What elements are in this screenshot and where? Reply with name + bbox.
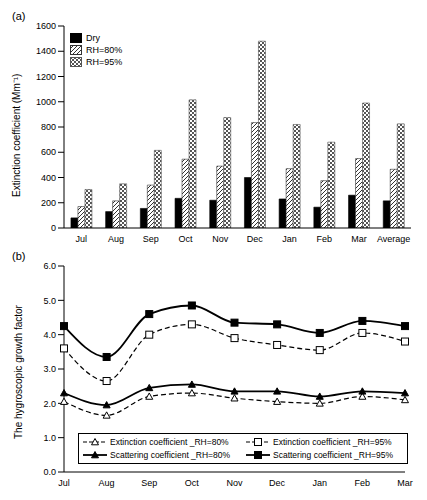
svg-text:Feb: Feb [316, 234, 332, 244]
html-text:Scattering coefficient _RH=80%: Scattering coefficient _RH=80% [110, 450, 231, 460]
svg-text:Jan: Jan [312, 478, 327, 488]
svg-text:1400: 1400 [36, 46, 56, 56]
svg-text:Dec: Dec [247, 234, 264, 244]
svg-text:0.0: 0.0 [43, 467, 56, 477]
svg-text:1.0: 1.0 [43, 433, 56, 443]
svg-text:400: 400 [41, 173, 56, 183]
svg-text:Jul: Jul [76, 234, 88, 244]
svg-text:0: 0 [51, 223, 56, 233]
html-text:Extinction coefficient _RH=80%: Extinction coefficient _RH=80% [110, 437, 229, 447]
svg-text:2.0: 2.0 [43, 399, 56, 409]
svg-text:Extinction coefficient (Mm⁻¹): Extinction coefficient (Mm⁻¹) [11, 74, 22, 197]
svg-text:Jan: Jan [282, 234, 297, 244]
svg-text:5.0: 5.0 [43, 296, 56, 306]
svg-text:1200: 1200 [36, 72, 56, 82]
html-text:Extinction coefficient _RH=95%: Extinction coefficient _RH=95% [273, 437, 392, 447]
svg-text:3.0: 3.0 [43, 364, 56, 374]
svg-text:Dec: Dec [269, 478, 286, 488]
svg-text:1600: 1600 [36, 21, 56, 31]
svg-text:The hygroscopic growth factor: The hygroscopic growth factor [13, 304, 24, 439]
svg-text:4.0: 4.0 [43, 330, 56, 340]
svg-text:Mar: Mar [351, 234, 367, 244]
svg-text:Oct: Oct [178, 234, 193, 244]
svg-text:Oct: Oct [185, 478, 200, 488]
html-text:(b): (b) [12, 250, 26, 262]
svg-text:200: 200 [41, 198, 56, 208]
html-text:RH=80%: RH=80% [86, 45, 123, 55]
html-text:Scattering coefficient _RH=95%: Scattering coefficient _RH=95% [273, 450, 394, 460]
svg-text:1000: 1000 [36, 97, 56, 107]
svg-text:Jul: Jul [58, 478, 70, 488]
svg-text:Nov: Nov [226, 478, 243, 488]
svg-text:Sep: Sep [141, 478, 157, 488]
svg-text:Aug: Aug [108, 234, 124, 244]
svg-text:600: 600 [41, 147, 56, 157]
html-text:RH=95%: RH=95% [86, 57, 123, 67]
svg-text:Feb: Feb [355, 478, 371, 488]
svg-text:Aug: Aug [99, 478, 115, 488]
svg-text:Mar: Mar [397, 478, 413, 488]
html-text:(a): (a) [12, 10, 26, 22]
html-text:Dry: Dry [86, 33, 100, 43]
svg-text:Average: Average [377, 234, 410, 244]
svg-text:Nov: Nov [212, 234, 229, 244]
svg-text:Sep: Sep [143, 234, 159, 244]
svg-text:6.0: 6.0 [43, 261, 56, 271]
svg-text:800: 800 [41, 122, 56, 132]
